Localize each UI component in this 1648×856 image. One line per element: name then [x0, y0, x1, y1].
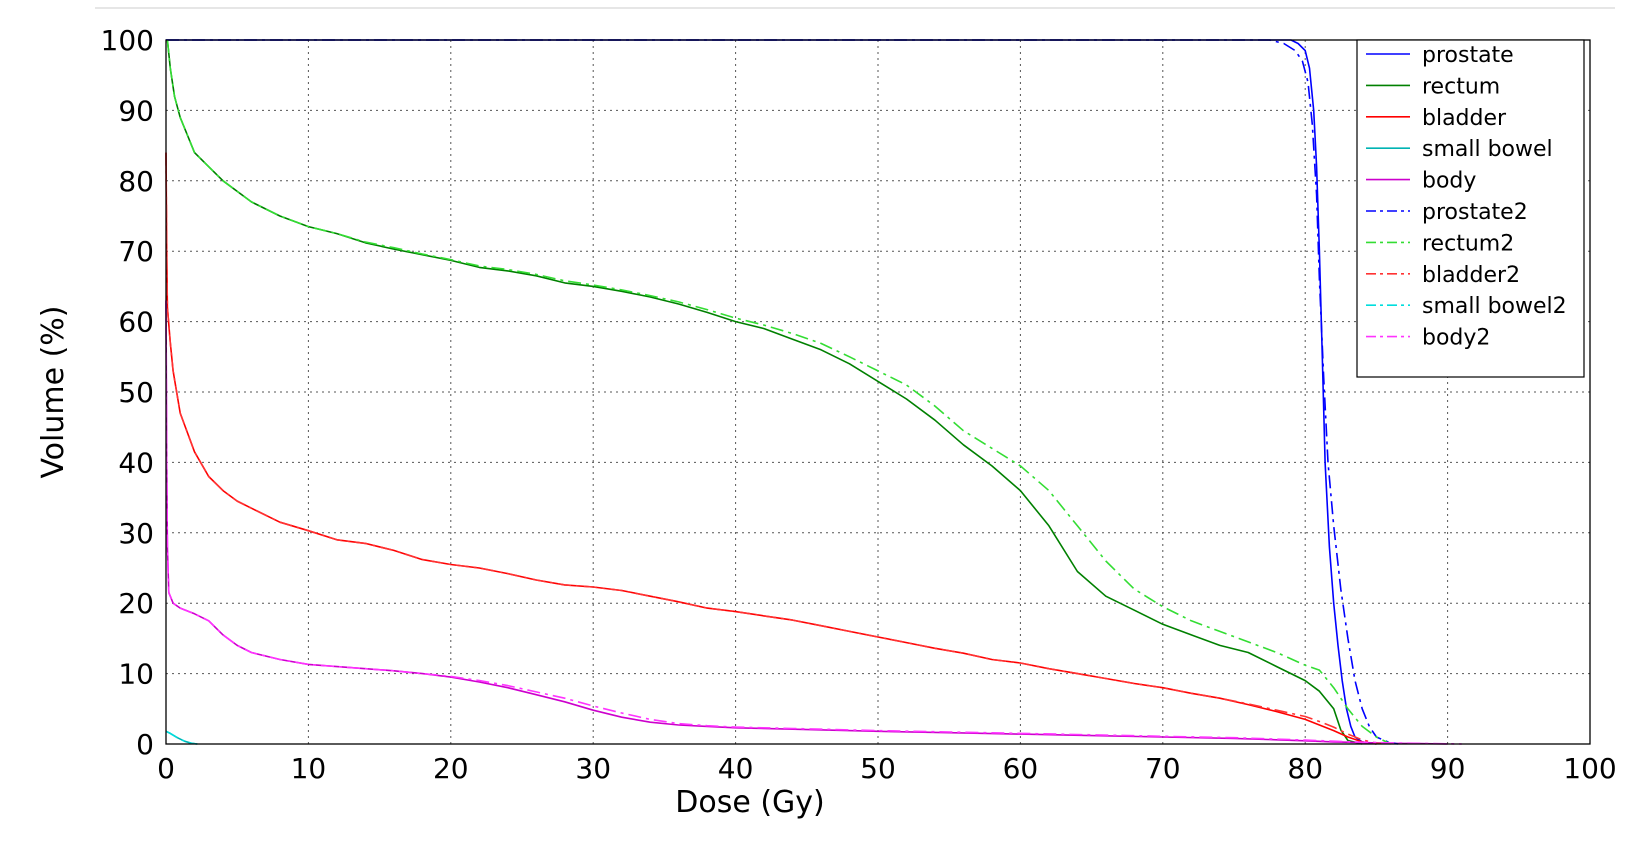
x-tick-label: 30 [575, 752, 611, 785]
legend-box [1356, 39, 1585, 378]
x-tick-label: 20 [433, 752, 469, 785]
series-line-bladder2 [165, 152, 1391, 745]
legend-label: body2 [1422, 326, 1490, 351]
y-tick-label: 0 [136, 728, 154, 761]
series-line-bladder [165, 152, 1377, 745]
x-tick-labels: 0 10 20 30 40 50 60 70 80 90 100 [157, 752, 1617, 785]
y-axis-label: Volume (%) [36, 305, 71, 478]
legend-label: bladder2 [1422, 263, 1520, 288]
legend: prostate rectum bladder small bowel body pros… [1356, 39, 1585, 378]
legend-label: bladder [1422, 106, 1507, 131]
legend-label: body [1422, 169, 1476, 194]
x-tick-label: 0 [157, 752, 175, 785]
x-tick-label: 40 [718, 752, 754, 785]
y-tick-label: 10 [118, 658, 154, 691]
series-line-body [165, 300, 1448, 745]
y-tick-label: 20 [118, 587, 154, 620]
x-tick-label: 50 [860, 752, 896, 785]
series-line-rectum2 [166, 39, 1391, 745]
x-axis-label: Dose (Gy) [675, 785, 825, 820]
x-tick-label: 70 [1145, 752, 1181, 785]
series-line-small-bowel2 [165, 730, 198, 745]
series-layer [165, 39, 1462, 745]
legend-label: prostate2 [1422, 200, 1528, 225]
legend-label: small bowel2 [1422, 294, 1567, 319]
legend-label: rectum2 [1422, 231, 1514, 256]
plot-frame [165, 39, 1591, 745]
series-line-body2 [165, 300, 1462, 745]
y-tick-labels: 0 10 20 30 40 50 60 70 80 90 100 [101, 24, 154, 761]
series-line-prostate2 [166, 39, 1398, 745]
series-line-prostate [166, 39, 1377, 745]
x-tick-label: 100 [1563, 752, 1616, 785]
y-tick-label: 40 [118, 446, 154, 479]
x-tick-label: 80 [1287, 752, 1323, 785]
x-tick-label: 10 [291, 752, 327, 785]
legend-label: rectum [1422, 74, 1500, 99]
y-tick-label: 50 [118, 376, 154, 409]
y-tick-label: 80 [118, 165, 154, 198]
legend-label: prostate [1422, 43, 1514, 68]
x-tick-label: 90 [1430, 752, 1466, 785]
x-tick-label: 60 [1003, 752, 1039, 785]
y-tick-label: 70 [118, 235, 154, 268]
y-tick-label: 60 [118, 306, 154, 339]
legend-label: small bowel [1422, 137, 1553, 162]
y-tick-label: 30 [118, 517, 154, 550]
y-tick-label: 90 [118, 94, 154, 127]
y-tick-label: 100 [101, 24, 154, 57]
